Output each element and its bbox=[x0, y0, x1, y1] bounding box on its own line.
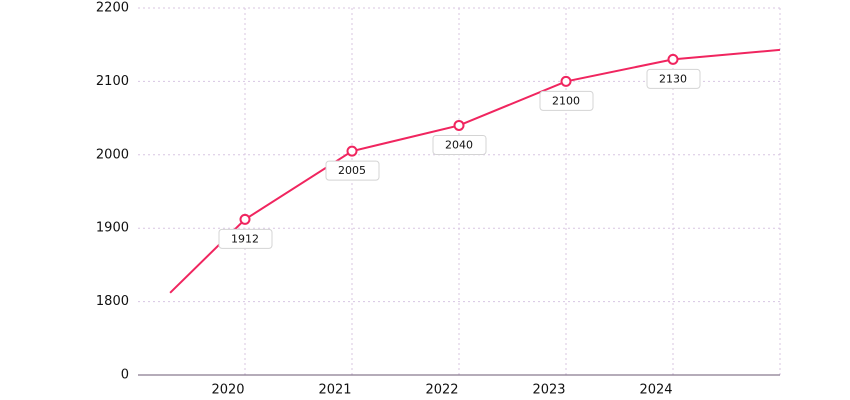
x-tick-label: 2024 bbox=[639, 383, 672, 398]
data-label: 2130 bbox=[659, 72, 687, 85]
data-label: 2005 bbox=[338, 164, 366, 177]
label-box bbox=[325, 160, 380, 181]
point bbox=[239, 213, 251, 225]
point bbox=[560, 75, 572, 87]
point bbox=[346, 145, 358, 157]
data-label: 2040 bbox=[445, 138, 473, 151]
y-tick-label: 1900 bbox=[96, 221, 129, 236]
data-label: 2100 bbox=[552, 94, 580, 107]
point bbox=[453, 119, 465, 131]
y-tick-label: 2000 bbox=[96, 147, 129, 162]
label-box bbox=[646, 68, 701, 89]
label-box bbox=[218, 228, 273, 249]
x-tick-label: 2021 bbox=[318, 383, 351, 398]
label-box bbox=[539, 90, 594, 111]
x-tick-label: 2020 bbox=[211, 383, 244, 398]
x-tick-label: 2022 bbox=[425, 383, 458, 398]
label-box bbox=[432, 134, 487, 155]
y-tick-label: 0 bbox=[121, 368, 129, 383]
y-tick-label: 2100 bbox=[96, 74, 129, 89]
y-tick-label: 1800 bbox=[96, 294, 129, 309]
y-tick-label: 2200 bbox=[96, 1, 129, 16]
point bbox=[667, 53, 679, 65]
x-tick-label: 2023 bbox=[532, 383, 565, 398]
data-label: 1912 bbox=[231, 232, 259, 245]
